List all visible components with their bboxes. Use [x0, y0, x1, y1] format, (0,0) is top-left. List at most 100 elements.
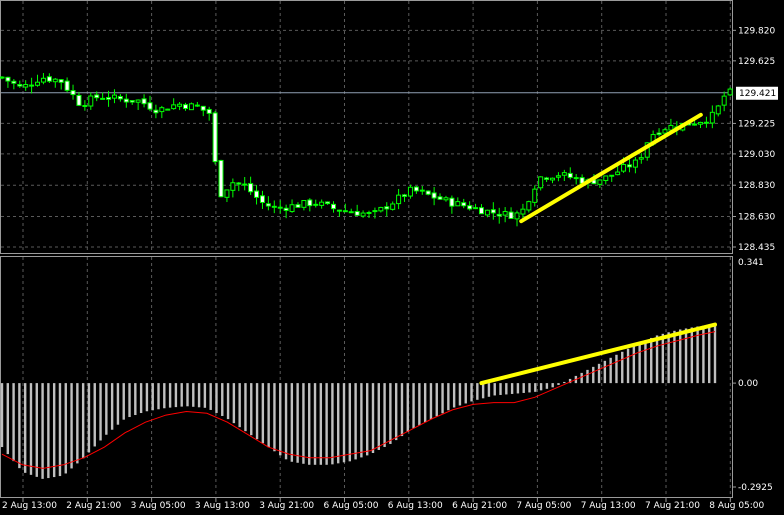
- candle: [431, 187, 437, 206]
- time-label: 6 Aug 21:00: [452, 501, 507, 511]
- candle: [188, 102, 194, 111]
- candle: [295, 202, 301, 208]
- indicator-tick-label: -0.2925: [738, 483, 773, 493]
- histogram-bar: [250, 383, 253, 436]
- candle: [532, 185, 538, 207]
- histogram-bar: [655, 335, 659, 384]
- candle: [366, 210, 372, 219]
- histogram-bar: [406, 383, 409, 433]
- time-axis: 2 Aug 13:00 2 Aug 21:00 3 Aug 05:00 3 Aug 1…: [2, 498, 765, 511]
- histogram-bar: [423, 383, 427, 423]
- histogram-bar: [394, 383, 398, 441]
- histogram-bar: [522, 383, 525, 393]
- candle: [5, 76, 11, 88]
- histogram-bar: [708, 325, 711, 384]
- candle: [709, 105, 715, 129]
- histogram-bar: [621, 351, 624, 384]
- histogram-bar: [586, 369, 589, 384]
- candle: [40, 73, 46, 85]
- histogram-bar: [592, 366, 595, 384]
- histogram-bar: [99, 383, 102, 441]
- candle: [248, 176, 254, 195]
- histogram-bar: [116, 383, 120, 425]
- histogram-bar: [377, 383, 380, 450]
- histogram-bar: [679, 329, 682, 384]
- candle: [490, 202, 496, 220]
- histogram-bar: [568, 378, 572, 384]
- histogram-bar: [447, 383, 450, 411]
- time-label: 7 Aug 13:00: [581, 501, 636, 511]
- histogram-bar: [441, 383, 444, 414]
- candle: [212, 110, 218, 165]
- candle: [265, 196, 271, 211]
- histogram-bar: [609, 357, 612, 384]
- candle: [259, 190, 265, 209]
- candle: [638, 153, 644, 164]
- candle: [94, 91, 100, 102]
- histogram-bar: [29, 383, 33, 475]
- histogram-bar: [563, 381, 566, 384]
- histogram-bar: [168, 383, 172, 408]
- histogram-bar: [481, 383, 485, 399]
- price-tick-label: 129.625: [738, 57, 775, 67]
- histogram-bar: [145, 383, 149, 412]
- histogram-bar: [661, 333, 665, 384]
- histogram-bar: [429, 383, 433, 420]
- candle: [88, 92, 94, 110]
- candle: [567, 167, 573, 180]
- candle: [721, 91, 727, 112]
- candle: [538, 176, 544, 191]
- candle: [64, 77, 70, 93]
- price-tick-label: 128.435: [738, 243, 775, 253]
- histogram-bar: [539, 383, 543, 391]
- indicator-tick-label: 0.341: [738, 258, 764, 268]
- histogram-bar: [110, 383, 114, 430]
- candle: [550, 177, 556, 184]
- histogram-bar: [255, 383, 259, 440]
- histogram-bar: [0, 383, 4, 448]
- histogram-bar: [290, 383, 294, 462]
- histogram-bar: [273, 383, 276, 452]
- candle: [656, 128, 662, 137]
- histogram-bar: [105, 383, 108, 435]
- price-trendline: [519, 112, 703, 224]
- candle: [171, 98, 177, 110]
- candle: [520, 203, 526, 220]
- candle: [697, 121, 703, 129]
- histogram-bar: [157, 383, 160, 410]
- histogram-bar: [452, 383, 456, 408]
- candle: [372, 207, 378, 219]
- time-label: 6 Aug 13:00: [388, 501, 443, 511]
- candle: [200, 105, 206, 117]
- candle: [52, 77, 58, 88]
- candle: [727, 87, 733, 97]
- histogram-bar: [418, 383, 421, 426]
- candle: [473, 203, 479, 210]
- histogram-bar: [296, 383, 299, 463]
- candle: [461, 198, 467, 209]
- candle: [325, 201, 331, 205]
- histogram-bar: [209, 383, 212, 410]
- time-label: 3 Aug 13:00: [195, 501, 250, 511]
- chart-frame: [0, 0, 733, 498]
- histogram-bar: [319, 383, 323, 465]
- histogram-bar: [284, 383, 288, 460]
- histogram-bar: [76, 383, 79, 464]
- candle: [384, 202, 390, 217]
- histogram-bar: [122, 383, 125, 420]
- histogram-bar: [226, 383, 230, 420]
- candle: [58, 79, 64, 90]
- histogram-bar: [551, 383, 554, 388]
- candle: [11, 79, 17, 90]
- time-label: 3 Aug 05:00: [131, 501, 186, 511]
- candle: [46, 73, 52, 83]
- time-label: 7 Aug 21:00: [645, 501, 700, 511]
- histogram-bar: [516, 383, 520, 394]
- candle: [715, 104, 721, 117]
- histogram-bar: [476, 383, 479, 400]
- histogram-bar: [545, 383, 549, 389]
- candle: [35, 74, 41, 87]
- price-axis: 129.820 129.625 129.225 129.030 128.830 128.6…: [732, 26, 775, 253]
- candle: [336, 209, 342, 217]
- candle: [230, 178, 236, 198]
